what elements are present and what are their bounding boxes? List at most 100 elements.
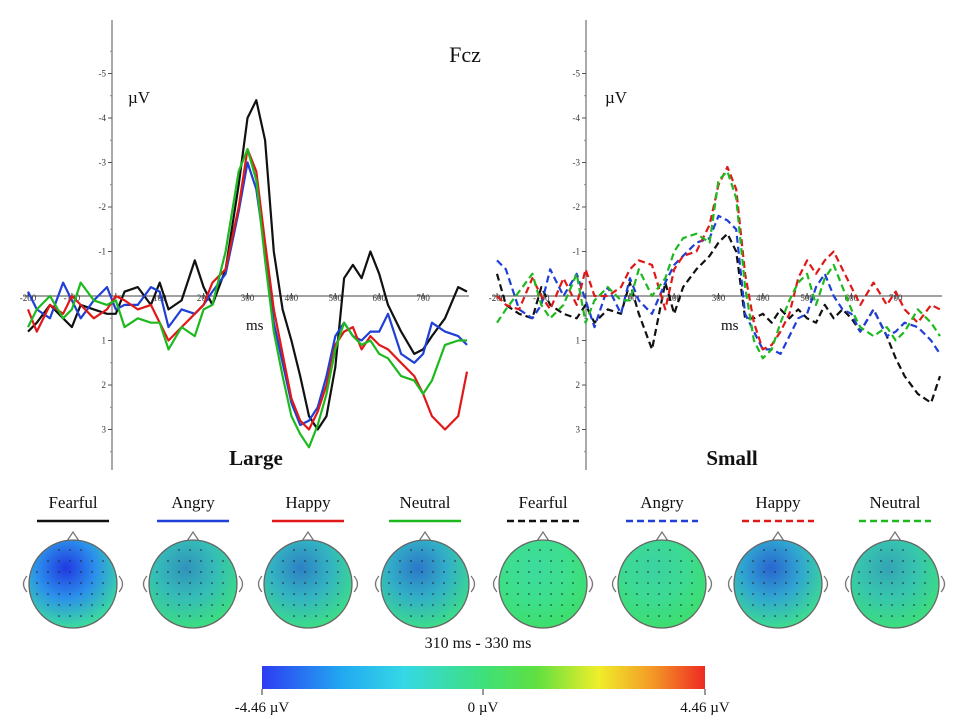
electrode-dot [572,582,574,584]
chart-panel-large: µV ms Large -5 -4 -3 -2 -1 1 2 3 -200 -100 100 200 3… [20,20,469,470]
electrode-dot [156,582,158,584]
ear-right-shape [940,575,946,593]
ear-left-shape [142,575,148,593]
electrode-dot [36,571,38,573]
electrode-dot [924,571,926,573]
electrode-dot [858,582,860,584]
electrode-dot [200,571,202,573]
electrode-dot [572,560,574,562]
electrode-dot [691,560,693,562]
y-tick-label: 1 [102,336,107,346]
electrode-dot [539,604,541,606]
y-tick-label: -3 [573,158,581,168]
axes: -5 -4 -3 -2 -1 1 2 3 -200 -100 100 200 300 400 500 600 7… [20,20,469,470]
electrode-dot [69,615,71,617]
electrode-dot [178,604,180,606]
electrode-dot [388,571,390,573]
electrode-dot [763,582,765,584]
nose-shape [66,530,80,542]
electrode-dot [102,593,104,595]
electrode-dot [58,549,60,551]
electrode-dot [69,560,71,562]
electrode-dot [774,549,776,551]
electrode-dot [58,593,60,595]
ear-right-shape [353,575,359,593]
ear-right-shape [118,575,124,593]
electrode-dot [774,604,776,606]
electrode-dot [913,593,915,595]
electrode-dot [337,593,339,595]
electrode-dot [304,560,306,562]
electrode-dot [658,604,660,606]
electrode-dot [91,560,93,562]
electrode-dot [80,571,82,573]
electrode-dot [752,604,754,606]
electrode-dot [200,582,202,584]
electrode-dot [785,560,787,562]
electrode-dot [91,593,93,595]
electrode-dot [752,571,754,573]
x-tick-label: 500 [329,293,343,303]
electrode-dot [410,593,412,595]
electrode-dot [47,560,49,562]
electrode-dot [454,560,456,562]
electrode-dot [669,604,671,606]
electrode-dot [517,582,519,584]
electrode-dot [517,571,519,573]
ear-right-shape [588,575,594,593]
electrode-dot [189,560,191,562]
electrode-dot [858,593,860,595]
panel-title: Small [706,446,758,470]
electrode-dot [913,560,915,562]
electrode-dot [282,604,284,606]
electrode-dot [304,571,306,573]
electrode-dot [282,571,284,573]
electrode-dot [913,615,915,617]
electrode-dot [156,593,158,595]
electrode-dot [752,582,754,584]
electrode-dot [189,604,191,606]
electrode-dot [902,549,904,551]
ear-left-shape [22,575,28,593]
electrode-dot [902,604,904,606]
x-tick-label: 300 [241,293,255,303]
electrode-dot [304,604,306,606]
legend-item-happy-small: Happy [727,493,829,629]
legend-label: Happy [755,493,801,512]
electrode-dot [763,615,765,617]
electrode-dot [200,549,202,551]
nose-shape [771,530,785,542]
scalp-topography-map [28,539,118,629]
electrode-dot [680,582,682,584]
series-line-neutral-dashed [496,170,941,360]
electrode-dot [178,593,180,595]
electrode-dot [924,560,926,562]
electrode-dot [454,604,456,606]
electrode-dot [167,604,169,606]
y-tick-label: -4 [99,113,107,123]
ear-right-shape [823,575,829,593]
electrode-dot [796,582,798,584]
electrode-dot [69,604,71,606]
electrode-dot [785,604,787,606]
electrode-dot [625,571,627,573]
electrode-dot [796,560,798,562]
electrode-dot [539,571,541,573]
electrode-dot [647,549,649,551]
electrode-dot [796,593,798,595]
electrode-dot [410,582,412,584]
legend-label: Fearful [518,493,567,512]
electrode-dot [80,604,82,606]
ear-right-shape [707,575,713,593]
electrode-dot [658,560,660,562]
electrode-dot [807,582,809,584]
electrode-dot [282,593,284,595]
x-tick-label: 300 [712,293,726,303]
electrode-dot [774,560,776,562]
electrode-dot [647,582,649,584]
electrode-dot [454,571,456,573]
y-tick-label: -2 [573,202,581,212]
y-tick-label: -4 [573,113,581,123]
series-line-neutral [27,148,467,449]
electrode-dot [91,582,93,584]
